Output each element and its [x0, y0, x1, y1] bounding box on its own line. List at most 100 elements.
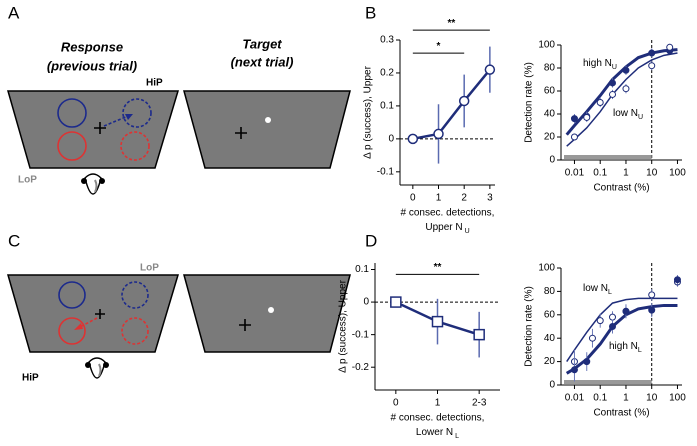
- x-tick-label: 0: [393, 398, 399, 409]
- hip-label: HiP: [22, 373, 39, 384]
- x-tick-label: 0.1: [593, 393, 607, 404]
- marker: [673, 276, 681, 284]
- hip-label: HiP: [146, 78, 163, 89]
- x-tick-label: 2-3: [472, 398, 487, 409]
- y-tick-label: 100: [538, 263, 555, 274]
- y-tick-label: 80: [544, 63, 556, 74]
- panel-label: A: [8, 3, 20, 22]
- marker: [648, 49, 656, 57]
- series-label: high NL: [609, 341, 642, 354]
- x-tick-label: 0: [410, 193, 416, 204]
- y-axis-label: Δ p (success), Upper: [363, 65, 374, 158]
- x-tick-label: 1: [623, 168, 629, 179]
- x-tick-label: 0.01: [565, 168, 585, 179]
- y-tick-label: 0.1: [355, 264, 369, 275]
- x-axis-label-main: Lower N: [416, 427, 453, 438]
- marker: [622, 85, 630, 93]
- x-tick-label: 100: [669, 393, 686, 404]
- screen-response: [7, 274, 180, 353]
- x-axis-label: # consec. detections,: [401, 208, 495, 219]
- y-tick-label: 0: [549, 155, 555, 166]
- significance-label: **: [434, 262, 442, 273]
- series-label: low NL: [583, 283, 612, 296]
- lop-label: LoP: [18, 175, 37, 186]
- marker: [666, 43, 674, 51]
- x-axis-label: Contrast (%): [593, 183, 649, 194]
- x-axis-label-main: Upper N: [425, 222, 462, 233]
- marker: [596, 317, 604, 325]
- y-tick-label: -0.1: [352, 329, 370, 340]
- panel-label: C: [8, 231, 20, 250]
- y-axis-label: Detection rate (%): [524, 286, 535, 367]
- y-tick-label: 0: [388, 134, 394, 145]
- series-line: [412, 68, 491, 141]
- target-subtitle: (next trial): [231, 54, 294, 69]
- series-label-main: high N: [583, 58, 612, 69]
- marker: [407, 133, 419, 145]
- series-label-sub: U: [612, 64, 617, 71]
- fit-curve: [565, 48, 678, 136]
- y-tick-label: 80: [544, 286, 556, 297]
- y-tick-label: 0.2: [380, 68, 394, 79]
- x-tick-label: 1: [623, 393, 629, 404]
- x-axis-label: Contrast (%): [593, 408, 649, 419]
- y-axis-label: Detection rate (%): [524, 62, 535, 143]
- screen-target: [183, 274, 351, 353]
- significance-label: *: [437, 41, 441, 52]
- y-tick-label: 60: [544, 86, 556, 97]
- screen-response: [7, 90, 180, 169]
- y-tick-label: 0: [363, 297, 369, 308]
- marker: [570, 115, 578, 123]
- marker: [458, 95, 470, 107]
- significance-label: **: [447, 18, 455, 29]
- marker: [484, 64, 496, 75]
- panel-label: B: [365, 3, 376, 22]
- y-tick-label: 40: [544, 333, 556, 344]
- series-label-sub: U: [638, 114, 643, 121]
- marker: [609, 79, 617, 87]
- series-label-main: low N: [613, 108, 638, 119]
- lop-label: LoP: [140, 263, 159, 274]
- marker: [570, 133, 578, 141]
- y-tick-label: 60: [544, 309, 556, 320]
- marker: [433, 128, 444, 140]
- marker: [609, 313, 617, 321]
- marker: [570, 366, 578, 374]
- y-tick-label: 100: [538, 40, 555, 51]
- x-tick-label: 100: [669, 168, 686, 179]
- panel-label: D: [365, 231, 377, 250]
- y-tick-label: 40: [544, 109, 556, 120]
- mouse-icon: [81, 173, 105, 195]
- marker: [583, 358, 591, 366]
- fit-curve: [566, 52, 678, 147]
- y-tick-label: -0.2: [352, 362, 370, 373]
- x-tick-label: 10: [646, 168, 658, 179]
- y-tick-label: 20: [544, 132, 556, 143]
- series-label: high NU: [583, 58, 617, 71]
- x-tick-label: 10: [646, 393, 658, 404]
- marker: [648, 62, 656, 70]
- screen-target: [183, 90, 351, 169]
- y-tick-label: 0.1: [380, 101, 394, 112]
- marker: [648, 306, 656, 314]
- x-tick-label: 1: [435, 398, 441, 409]
- marker: [622, 307, 630, 315]
- series-label-sub: L: [638, 347, 642, 354]
- marker: [622, 66, 630, 74]
- marker: [609, 323, 617, 330]
- x-tick-label: 2: [461, 193, 467, 204]
- marker: [588, 334, 596, 342]
- y-tick-label: 0.3: [380, 35, 394, 46]
- marker: [390, 296, 402, 308]
- mouse-icon: [85, 357, 109, 379]
- x-axis-label-sub: U: [465, 228, 470, 235]
- y-axis-label: Δ p (success), Upper: [338, 279, 349, 372]
- x-tick-label: 1: [436, 193, 442, 204]
- response-subtitle: (previous trial): [47, 58, 137, 73]
- series-label-sub: L: [608, 289, 612, 296]
- x-tick-label: 0.1: [593, 168, 607, 179]
- x-tick-label: 0.01: [565, 393, 585, 404]
